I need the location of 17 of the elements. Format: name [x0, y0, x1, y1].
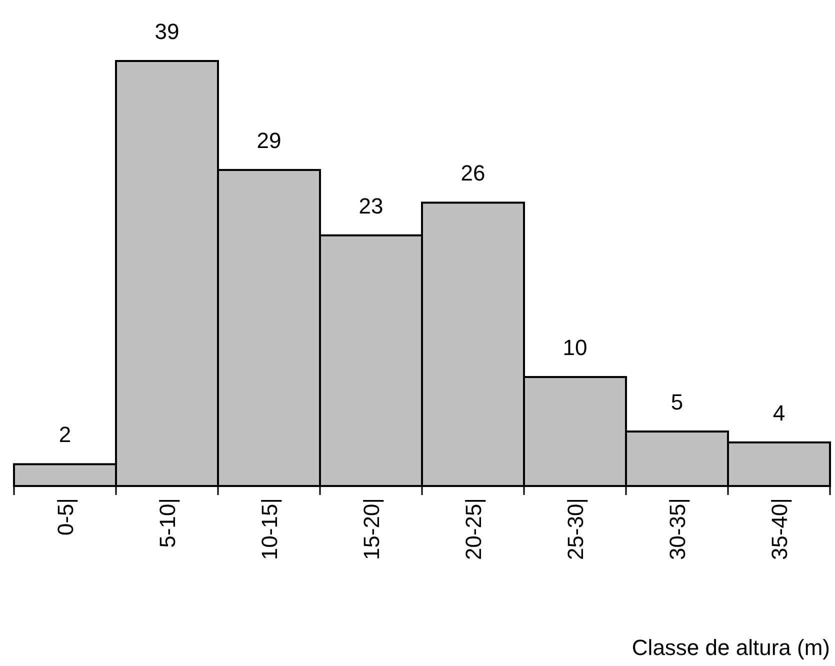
x-tick-label: 20-25| — [461, 498, 486, 560]
data-label: 10 — [562, 335, 588, 360]
x-tick-label: 25-30| — [563, 498, 588, 560]
data-label: 39 — [154, 19, 180, 44]
data-label: 4 — [772, 400, 786, 426]
data-label: 5 — [670, 390, 684, 415]
data-label: 2 — [58, 422, 72, 448]
x-tick-label: 35-40| — [767, 498, 792, 560]
x-axis-title: Classe de altura (m) — [632, 635, 830, 660]
x-tick-label: 15-20| — [359, 498, 384, 560]
x-tick-label: 0-5| — [53, 498, 78, 536]
x-tick-label: 10-15| — [257, 498, 282, 560]
x-tick-label: 30-35| — [665, 498, 690, 560]
data-label: 26 — [460, 160, 486, 186]
data-label: 29 — [256, 128, 282, 153]
data-label: 23 — [358, 193, 384, 218]
x-tick-label: 5-10| — [155, 498, 180, 548]
